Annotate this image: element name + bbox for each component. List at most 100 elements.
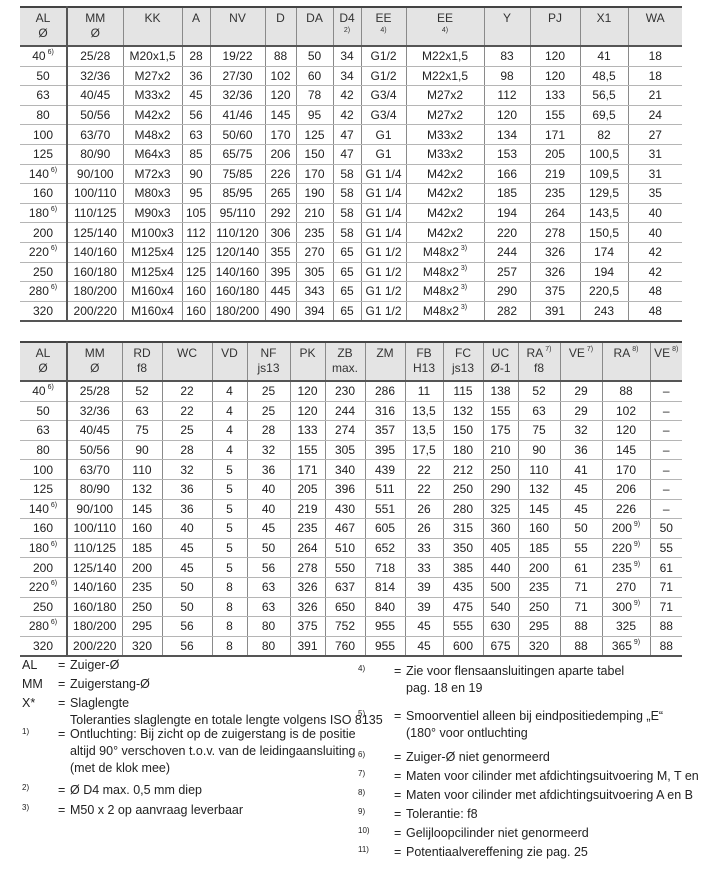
table-cell: 55: [649, 538, 682, 559]
table-cell: 125/140: [66, 557, 122, 578]
footnote-line: (180° voor ontluchting: [406, 726, 528, 740]
column-header: NV: [209, 7, 265, 46]
table-cell: 82: [579, 124, 628, 145]
table-cell: 180: [442, 440, 483, 461]
table-cell: M160x4: [122, 301, 182, 323]
table-cell: 150: [295, 144, 333, 165]
footnote-ref: 3): [460, 245, 468, 253]
cell-value: 140: [28, 166, 49, 181]
table-cell: 605: [364, 518, 405, 539]
table-cell: 270: [295, 242, 333, 263]
footnote-ref: 6): [50, 541, 58, 549]
table-row: 250 160/180 M125x4 125 140/160 395 305 65 G1 1/2…: [20, 262, 682, 283]
table-cell: 226: [601, 499, 650, 520]
cell-value: 280: [28, 284, 49, 299]
table-cell: 63: [181, 124, 210, 145]
header-label: PJ: [547, 11, 562, 25]
table-cell: 395: [364, 440, 405, 461]
column-header: X1: [579, 7, 628, 46]
table-cell: 180 6): [20, 203, 67, 224]
table-cell: 257: [483, 262, 530, 283]
table-cell: 41/46: [209, 105, 265, 126]
table-cell: 31: [627, 164, 682, 185]
footnote-key: 5): [358, 709, 366, 718]
table-cell: 100: [20, 124, 67, 145]
table-cell: 814: [364, 577, 405, 598]
table-cell: 120: [483, 105, 530, 126]
header-label: VD: [221, 346, 238, 360]
dimensions-table-1: AL Ø MM Ø KK A NV D DA D4 2) EE 4) EE 4) Y PJ X1 WA 40 6) 25/…: [20, 6, 682, 323]
footnote-text: Maten voor cilinder met afdichtingsuitvo…: [406, 787, 693, 804]
table-cell: 391: [529, 301, 580, 323]
footnote-ref: 6): [50, 206, 58, 214]
table-cell: 185: [483, 183, 530, 204]
table-cell: 143,5: [579, 203, 628, 224]
table-cell: 32/36: [66, 401, 122, 422]
table-cell: 50/60: [209, 124, 265, 145]
footnote-ref: 9): [633, 521, 641, 529]
table-cell: 145: [517, 499, 560, 520]
table-cell: 155: [529, 105, 580, 126]
table-cell: 125: [181, 262, 210, 283]
table-cell: 219: [529, 164, 580, 185]
table-row: 40 6) 25/28 52 22 4 25 120 230 286 11 115 138 52 29 88–: [20, 381, 682, 402]
table-cell: M27x2: [405, 85, 484, 106]
header-sublabel: js13: [257, 361, 280, 375]
column-header: RA 8): [601, 342, 650, 381]
table-cell: 32: [246, 440, 290, 461]
equals-sign: =: [58, 658, 66, 672]
table-cell: 155: [482, 401, 518, 422]
table-cell: 250: [121, 597, 162, 618]
table-cell: 180/200: [66, 616, 122, 637]
table-cell: 306: [264, 222, 296, 243]
table-cell: 5: [211, 557, 247, 578]
equals-sign: =: [58, 677, 66, 691]
table-cell: 109,5: [579, 164, 628, 185]
table-cell: 282: [483, 301, 530, 323]
table-cell: 58: [332, 183, 361, 204]
header-label: RD: [133, 346, 151, 360]
table-cell: 11: [404, 381, 443, 402]
table-cell: 511: [364, 479, 405, 500]
footnote-line: pag. 18 en 19: [406, 681, 483, 695]
table-cell: 675: [482, 636, 518, 658]
table-row: 200 125/140 M100x3 112 110/120 306 235 58 G1 1/4…: [20, 222, 682, 243]
table-cell: 100,5: [579, 144, 628, 165]
header-label: FC: [455, 346, 471, 360]
table-cell: 120: [264, 85, 296, 106]
table-cell: 360: [482, 518, 518, 539]
table-cell: 85/95: [209, 183, 265, 204]
table-cell: 160/180: [66, 597, 122, 618]
table-cell: 394: [295, 301, 333, 323]
table-cell: 71: [559, 577, 602, 598]
table-cell: 170: [264, 124, 296, 145]
footnote-ref: 9): [633, 639, 641, 647]
table-cell: 50: [649, 518, 682, 539]
table-cell: 80/90: [66, 479, 122, 500]
table-cell: 226: [264, 164, 296, 185]
header-row: AL Ø MM Ø RD f8 WC VD NF js13 PK ZB max. ZM FB H13 FC js1…: [20, 342, 682, 381]
table-cell: 200: [20, 222, 67, 243]
table-cell: 75: [121, 420, 162, 441]
table-row: 80 50/56 M42x2 56 41/46 145 95 42 G3/4 M27x2 120 15…: [20, 105, 682, 126]
cell-value: 300: [611, 599, 632, 614]
table-cell: 63: [20, 85, 67, 106]
table-cell: 50/56: [66, 105, 123, 126]
column-header: NF js13: [246, 342, 290, 381]
table-cell: M125x4: [122, 262, 182, 283]
table-cell: 395: [264, 262, 296, 283]
footnote-key: 3): [22, 803, 30, 812]
table-cell: 250: [482, 459, 518, 480]
footnote-line: Zuigerstang-Ø: [70, 677, 150, 691]
table-cell: M33x2: [122, 85, 182, 106]
table-row: 280 6) 180/200 295 56 8 80 375 752 955 45 555 630 295…: [20, 616, 682, 637]
table-cell: 5: [211, 518, 247, 539]
header-label: X1: [596, 11, 612, 25]
header-sublabel: Ø: [90, 26, 100, 40]
table-cell: M42x2: [405, 222, 484, 243]
footnote-line: Ontluchting: Bij zicht op de zuigerstang…: [70, 727, 356, 741]
footnote-text: Zuiger-Ø niet genormeerd: [406, 749, 550, 766]
table-cell: 22: [404, 479, 443, 500]
table-cell: M64x3: [122, 144, 182, 165]
footnote-text: Zuiger-Ø: [70, 657, 119, 674]
